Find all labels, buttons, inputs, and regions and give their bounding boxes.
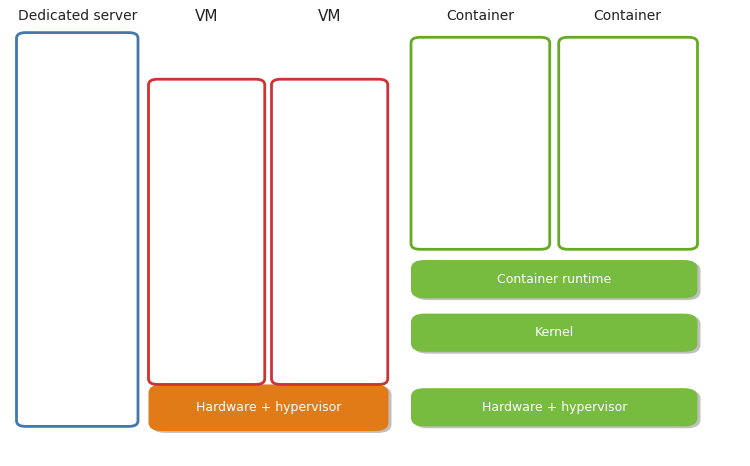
FancyBboxPatch shape [411,260,698,298]
FancyBboxPatch shape [148,384,388,431]
FancyBboxPatch shape [158,165,255,212]
FancyBboxPatch shape [559,37,698,249]
Text: Application Code: Application Code [159,102,254,112]
FancyBboxPatch shape [26,84,128,130]
Text: VM: VM [317,9,341,24]
FancyBboxPatch shape [571,153,691,198]
FancyBboxPatch shape [411,388,698,426]
FancyBboxPatch shape [29,167,131,214]
Text: Dependencies: Dependencies [440,169,520,178]
Text: Application Code: Application Code [27,101,128,114]
Text: Dedicated server: Dedicated server [17,9,137,23]
Text: Kernel: Kernel [58,264,96,277]
Text: Application Code: Application Code [282,102,376,112]
FancyBboxPatch shape [29,86,131,132]
FancyBboxPatch shape [414,315,700,354]
FancyBboxPatch shape [280,247,378,294]
Text: Dependencies: Dependencies [166,184,246,194]
FancyBboxPatch shape [414,262,700,300]
FancyBboxPatch shape [284,249,381,295]
FancyBboxPatch shape [280,84,378,130]
Text: Dependencies: Dependencies [35,182,119,195]
FancyBboxPatch shape [160,86,258,132]
FancyBboxPatch shape [284,167,381,214]
Text: Kernel: Kernel [312,265,346,275]
Text: Container runtime: Container runtime [497,273,611,286]
Text: Hardware + hypervisor: Hardware + hypervisor [482,401,627,414]
Text: Dependencies: Dependencies [588,169,668,178]
FancyBboxPatch shape [152,386,392,433]
Text: VM: VM [194,9,218,24]
Text: Kernel: Kernel [535,326,574,339]
FancyBboxPatch shape [423,153,543,198]
FancyBboxPatch shape [16,33,138,426]
FancyBboxPatch shape [280,165,378,212]
FancyBboxPatch shape [411,314,698,352]
Text: Kernel: Kernel [189,265,224,275]
FancyBboxPatch shape [26,247,128,294]
FancyBboxPatch shape [568,75,688,119]
FancyBboxPatch shape [160,249,258,295]
Text: Hardware: Hardware [49,345,106,358]
Text: Application Code: Application Code [580,92,675,102]
FancyBboxPatch shape [568,151,688,196]
Text: Dependencies: Dependencies [290,184,369,194]
FancyBboxPatch shape [26,329,128,375]
FancyBboxPatch shape [158,247,255,294]
Text: Container: Container [446,9,514,23]
Text: Hardware + hypervisor: Hardware + hypervisor [196,401,341,414]
FancyBboxPatch shape [158,84,255,130]
FancyBboxPatch shape [29,330,131,377]
FancyBboxPatch shape [420,151,540,196]
FancyBboxPatch shape [411,37,550,249]
FancyBboxPatch shape [414,390,700,428]
Text: Container: Container [594,9,662,23]
FancyBboxPatch shape [571,76,691,121]
FancyBboxPatch shape [423,76,543,121]
FancyBboxPatch shape [272,79,388,384]
FancyBboxPatch shape [29,249,131,295]
FancyBboxPatch shape [160,167,258,214]
FancyBboxPatch shape [148,79,265,384]
FancyBboxPatch shape [26,165,128,212]
FancyBboxPatch shape [284,86,381,132]
Text: Application Code: Application Code [433,92,527,102]
FancyBboxPatch shape [420,75,540,119]
